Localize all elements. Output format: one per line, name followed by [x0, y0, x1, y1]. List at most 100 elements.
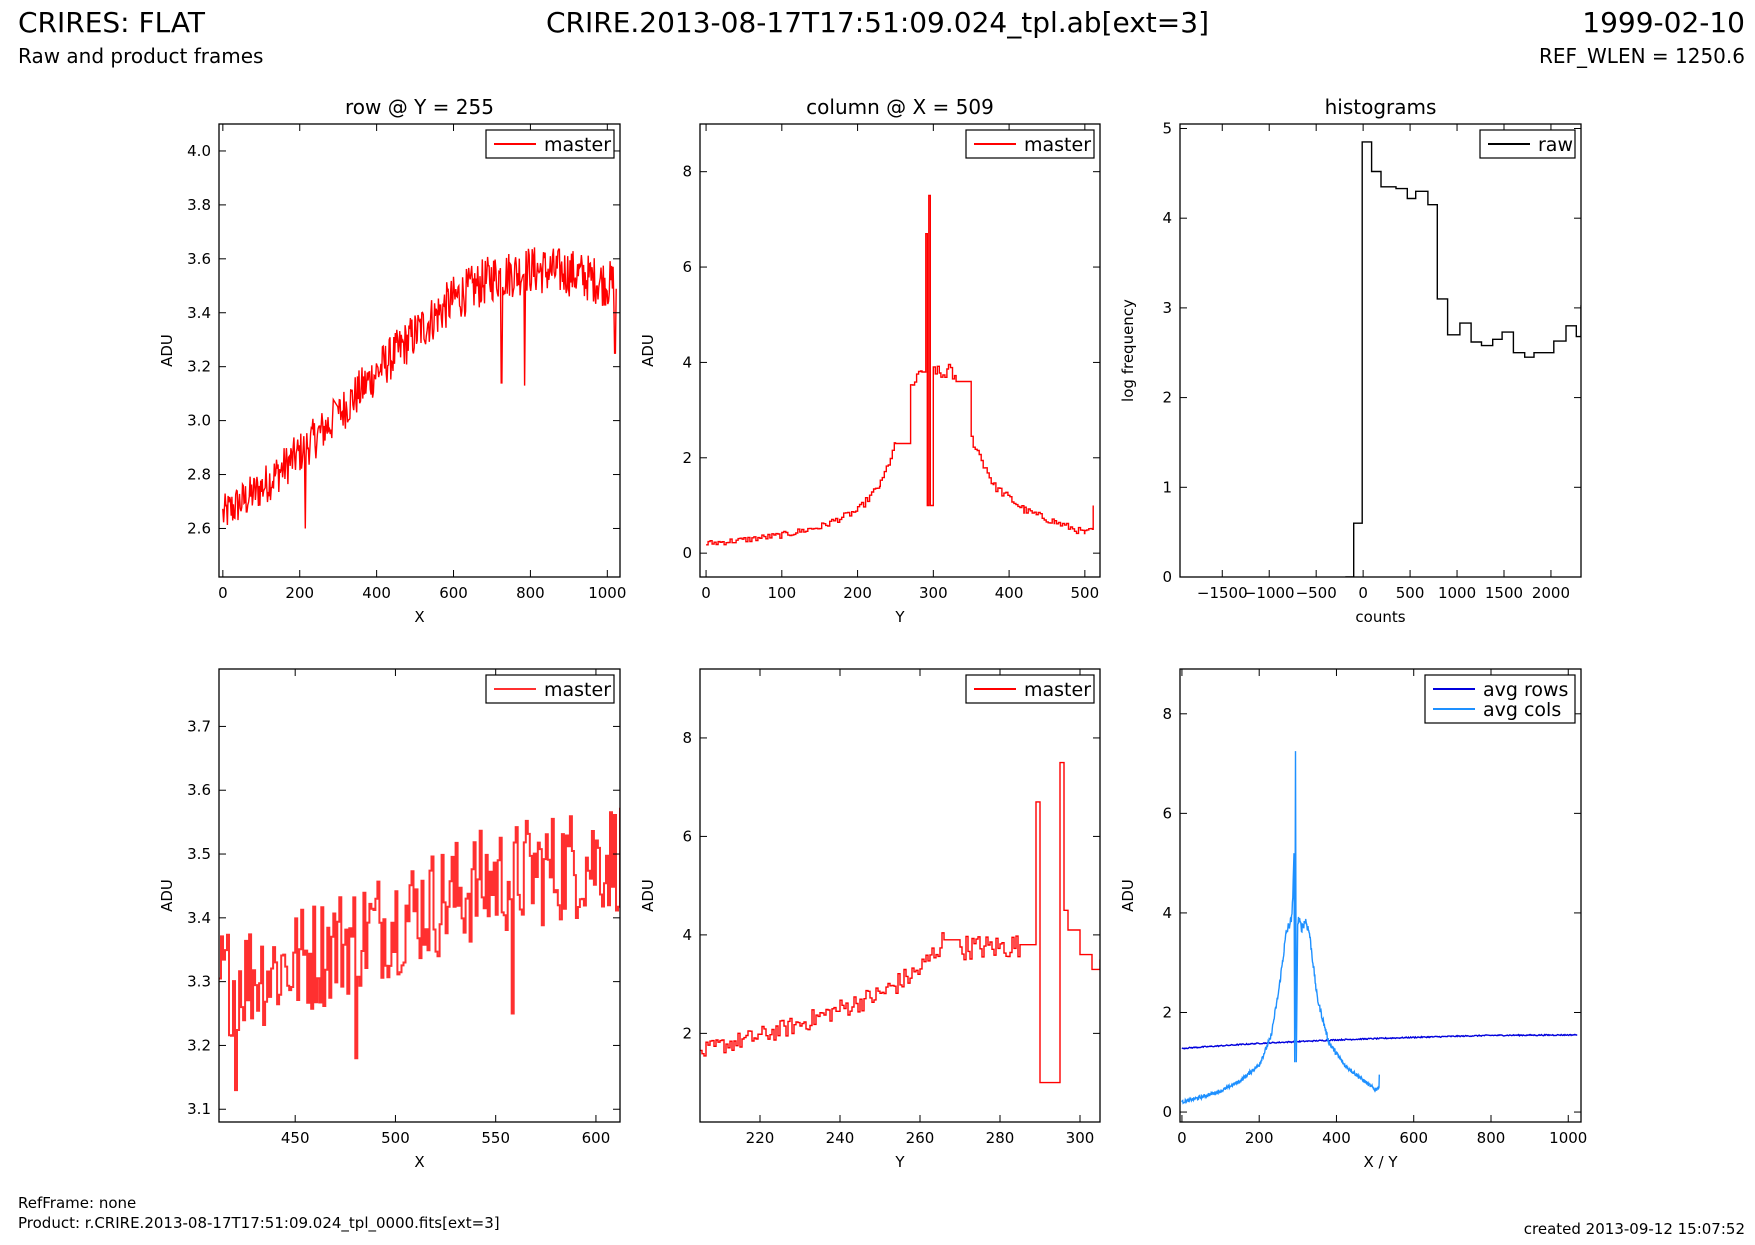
y-axis-label: ADU	[1119, 879, 1137, 912]
chart-title: column @ X = 509	[806, 95, 994, 119]
y-tick-label: 4	[682, 353, 692, 371]
y-tick-label: 4	[1162, 209, 1172, 227]
chart-panel-4: 450 500 550 600 3.1 3.2 3.3 3.4 3.5 3.6 3.7 X ADU mas…	[158, 668, 621, 1171]
series-line-master	[706, 194, 1094, 546]
chart-panel-3: histograms −1500−1000 −500 0 500 1000 1500 2000…	[1119, 95, 1582, 626]
x-tick-label: −1500	[1197, 584, 1248, 602]
date-label: 1999-02-10	[1582, 6, 1745, 39]
x-tick-label: −1000	[1244, 584, 1295, 602]
y-tick-label: 1	[1162, 478, 1172, 496]
legend: raw	[1479, 129, 1576, 159]
x-tick-label: 1000	[1438, 584, 1476, 602]
plot-frame	[1179, 668, 1582, 1123]
chart-panel-5: 220 240 260 280 300 2 4 6 8 Y ADU master	[639, 668, 1101, 1171]
y-axis-label: ADU	[158, 879, 176, 912]
x-tick-label: 800	[516, 584, 545, 602]
chart-title: row @ Y = 255	[345, 95, 494, 119]
report-title: CRIRES: FLAT	[18, 6, 205, 39]
legend-label: avg rows	[1483, 679, 1568, 701]
y-tick-label: 2.6	[187, 519, 211, 537]
series-line-avg-rows	[1181, 1033, 1578, 1050]
x-tick-label: 500	[381, 1129, 410, 1147]
x-tick-label: 2000	[1532, 584, 1570, 602]
ref-wlen-label: REF_WLEN = 1250.6	[1538, 44, 1745, 68]
x-tick-label: 260	[906, 1129, 935, 1147]
product-label: Product: r.CRIRE.2013-08-17T17:51:09.024…	[18, 1214, 500, 1232]
x-tick-label: 100	[767, 584, 796, 602]
x-tick-label: 240	[826, 1129, 855, 1147]
x-tick-label: 500	[1071, 584, 1100, 602]
x-tick-label: 280	[986, 1129, 1015, 1147]
y-tick-label: 2	[682, 449, 692, 467]
x-tick-label: 300	[919, 584, 948, 602]
y-tick-label: 0	[1162, 1103, 1172, 1121]
x-tick-label: 1000	[588, 584, 626, 602]
y-tick-label: 2	[1162, 1003, 1172, 1021]
y-tick-label: 2	[682, 1024, 692, 1042]
y-tick-label: 3.5	[187, 845, 211, 863]
y-axis-label: ADU	[639, 879, 657, 912]
series-line-master	[700, 761, 1100, 1084]
y-tick-label: 6	[682, 258, 692, 276]
y-tick-label: 2	[1162, 389, 1172, 407]
chart-panel-6: 0 200 400 600 800 1000 0 2 4 6 8 X / Y ADU avg rowsav…	[1119, 668, 1587, 1171]
y-axis-label: log frequency	[1119, 299, 1137, 402]
x-tick-label: 0	[1358, 584, 1368, 602]
y-tick-label: 4.0	[187, 142, 211, 160]
y-tick-label: 3.2	[187, 1036, 211, 1054]
series-line-raw	[1345, 141, 1581, 577]
legend-label: master	[544, 679, 611, 701]
x-tick-label: 800	[1477, 1129, 1506, 1147]
y-tick-label: 6	[682, 827, 692, 845]
frame-name: CRIRE.2013-08-17T17:51:09.024_tpl.ab[ext…	[545, 6, 1209, 39]
y-tick-label: 4	[1162, 904, 1172, 922]
y-axis-label: ADU	[158, 334, 176, 367]
legend-box	[1424, 674, 1576, 724]
x-tick-label: 1000	[1549, 1129, 1587, 1147]
y-tick-label: 3.2	[187, 358, 211, 376]
plot-frame	[699, 668, 1101, 1123]
y-tick-label: 5	[1162, 119, 1172, 137]
report-subtitle: Raw and product frames	[18, 44, 264, 68]
y-axis-label: ADU	[639, 334, 657, 367]
x-tick-label: 200	[843, 584, 872, 602]
x-axis-label: X	[414, 608, 424, 626]
legend-label: avg cols	[1483, 699, 1561, 721]
x-axis-label: counts	[1355, 608, 1405, 626]
x-tick-label: −500	[1296, 584, 1337, 602]
y-tick-label: 0	[1162, 568, 1172, 586]
legend: master	[485, 129, 615, 159]
series-line-avg-cols	[1181, 751, 1380, 1105]
y-tick-label: 0	[682, 544, 692, 562]
y-tick-label: 3.4	[187, 304, 211, 322]
x-tick-label: 0	[218, 584, 228, 602]
ref-frame-label: RefFrame: none	[18, 1194, 137, 1212]
legend: master	[485, 674, 615, 704]
y-tick-label: 3.3	[187, 973, 211, 991]
y-tick-label: 3	[1162, 299, 1172, 317]
x-tick-label: 600	[1399, 1129, 1428, 1147]
y-tick-label: 3.0	[187, 412, 211, 430]
plot-frame	[699, 123, 1101, 578]
y-tick-label: 4	[682, 926, 692, 944]
x-axis-label: X / Y	[1363, 1153, 1398, 1171]
y-tick-label: 3.1	[187, 1100, 211, 1118]
x-tick-label: 0	[1177, 1129, 1187, 1147]
plot-frame	[1179, 123, 1582, 578]
y-tick-label: 3.6	[187, 250, 211, 268]
y-tick-label: 3.4	[187, 909, 211, 927]
created-label: created 2013-09-12 15:07:52	[1523, 1220, 1745, 1238]
series-line-master	[222, 247, 617, 529]
legend-label: master	[1024, 679, 1091, 701]
x-axis-label: Y	[894, 608, 905, 626]
plot-frame	[218, 668, 621, 1123]
x-tick-label: 400	[362, 584, 391, 602]
chart-title: histograms	[1325, 95, 1437, 119]
x-tick-label: 400	[995, 584, 1024, 602]
y-tick-label: 8	[682, 163, 692, 181]
x-tick-label: 450	[281, 1129, 310, 1147]
legend: master	[965, 674, 1095, 704]
legend-label: master	[544, 134, 611, 156]
y-tick-label: 8	[1162, 705, 1172, 723]
